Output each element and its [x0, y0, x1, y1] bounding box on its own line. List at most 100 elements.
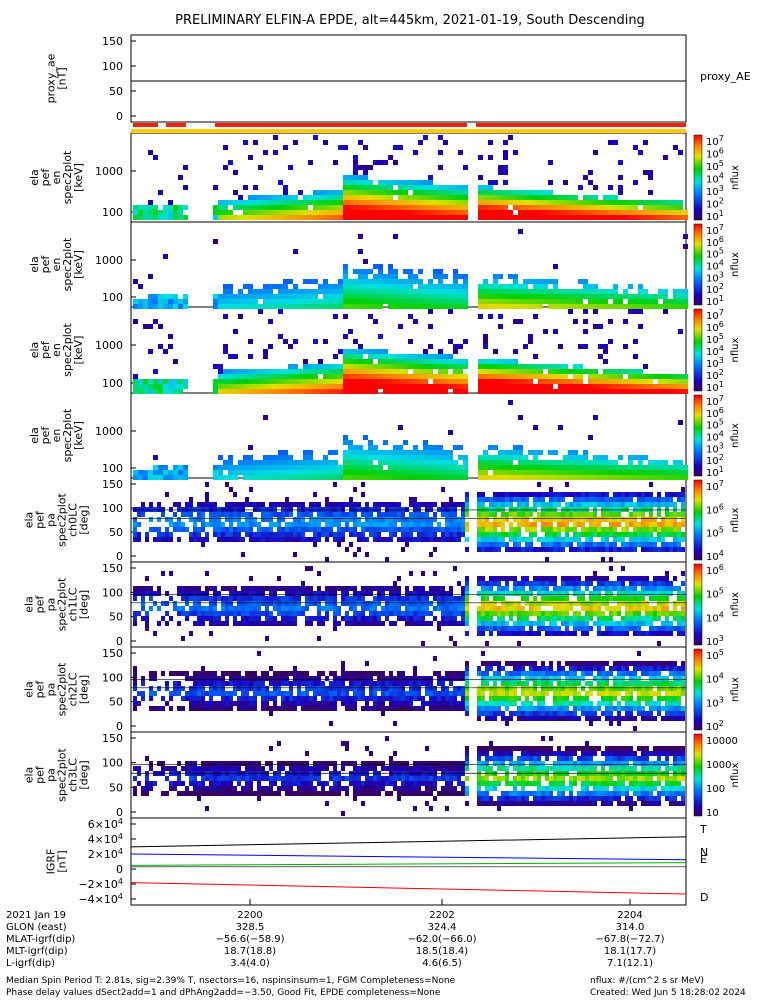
spectrogram-cell	[503, 460, 508, 465]
spectrogram-cell	[513, 284, 518, 289]
spectrogram-cell	[418, 455, 423, 460]
pa-cell	[645, 621, 649, 626]
spectrogram-cell	[573, 460, 578, 465]
spectrogram-cell	[218, 374, 223, 379]
pa-cell	[509, 611, 513, 616]
pa-cell	[621, 527, 625, 532]
pa-cell	[225, 611, 229, 616]
spectrogram-cell	[648, 200, 653, 205]
pa-cell	[213, 591, 217, 596]
pa-cell	[513, 517, 517, 522]
spectrogram-cell	[398, 279, 403, 284]
spectrogram-cell	[453, 210, 458, 215]
pa-cell	[169, 696, 173, 701]
spectrogram-cell	[448, 309, 453, 314]
pa-cell	[441, 621, 445, 626]
spectrogram-cell	[663, 205, 668, 210]
pa-cell	[217, 596, 221, 601]
spectrogram-cell	[408, 455, 413, 460]
pa-cell	[397, 596, 401, 601]
spectrogram-cell	[438, 389, 443, 394]
spectrogram-cell	[373, 190, 378, 195]
pa-cell	[653, 616, 657, 621]
spectrogram-cell	[383, 274, 388, 279]
pa-cell	[521, 626, 525, 631]
spectrogram-cell	[293, 210, 298, 215]
ylabel-text: ch0LC	[67, 503, 80, 537]
pa-cell	[405, 596, 409, 601]
pa-cell	[221, 671, 225, 676]
spectrogram-cell	[383, 460, 388, 465]
pa-cell	[281, 606, 285, 611]
pa-cell	[237, 681, 241, 686]
pa-cell	[149, 691, 153, 696]
pa-cell	[569, 547, 573, 552]
spectrogram-cell	[523, 379, 528, 384]
spectrogram-cell	[163, 470, 168, 475]
pa-cell	[597, 532, 601, 537]
pa-cell	[573, 626, 577, 631]
spectrogram-cell	[373, 369, 378, 374]
pa-cell	[597, 586, 601, 591]
pa-cell	[505, 621, 509, 626]
spectrogram-cell	[608, 140, 613, 145]
spectrogram-cell	[293, 205, 298, 210]
spectrogram-cell	[358, 299, 363, 304]
pa-cell	[185, 671, 189, 676]
spectrogram-cell	[578, 294, 583, 299]
spectrogram-cell	[308, 210, 313, 215]
spectrogram-cell	[648, 190, 653, 195]
spectrogram-cell	[493, 384, 498, 389]
spectrogram-cell	[348, 349, 353, 354]
pa-cell	[325, 517, 329, 522]
pa-cell	[561, 606, 565, 611]
spectrogram-cell	[548, 215, 553, 220]
pa-cell	[357, 591, 361, 596]
pa-cell	[565, 532, 569, 537]
spectrogram-cell	[423, 455, 428, 460]
spectrogram-cell	[483, 289, 488, 294]
spectrogram-cell	[438, 455, 443, 460]
spectrogram-cell	[373, 200, 378, 205]
pa-cell	[177, 522, 181, 527]
pa-cell	[629, 616, 633, 621]
spectrogram-cell	[428, 475, 433, 480]
spectrogram-cell	[228, 200, 233, 205]
pa-cell	[229, 591, 233, 596]
pa-cell	[141, 512, 145, 517]
spectrogram-cell	[598, 215, 603, 220]
pa-cell	[609, 616, 613, 621]
spectrogram-cell	[638, 299, 643, 304]
spectrogram-cell	[603, 294, 608, 299]
spectrogram-cell	[513, 294, 518, 299]
pa-cell	[617, 631, 621, 636]
spectrogram-cell	[498, 460, 503, 465]
pa-cell	[377, 591, 381, 596]
spectrogram-cell	[318, 384, 323, 389]
spectrogram-cell	[578, 344, 583, 349]
spectrogram-cell	[518, 200, 523, 205]
pa-cell	[525, 542, 529, 547]
pa-cell	[257, 616, 261, 621]
spectrogram-cell	[388, 200, 393, 205]
pa-cell	[445, 507, 449, 512]
pa-cell	[417, 522, 421, 527]
spectrogram-cell	[463, 289, 468, 294]
pa-cell	[509, 591, 513, 596]
pa-cell	[225, 532, 229, 537]
spectrogram-cell	[663, 289, 668, 294]
pa-cell	[481, 502, 485, 507]
spectrogram-cell	[178, 215, 183, 220]
spectrogram-cell	[413, 455, 418, 460]
spectrogram-cell	[353, 170, 358, 175]
spectrogram-cell	[223, 165, 228, 170]
pa-cell	[393, 606, 397, 611]
spectrogram-cell	[498, 324, 503, 329]
ytick-label: 0	[116, 110, 123, 123]
pa-cell	[249, 671, 253, 676]
spectrogram-cell	[343, 364, 348, 369]
spectrogram-cell	[423, 190, 428, 195]
pa-cell	[321, 507, 325, 512]
spectrogram-cell	[323, 455, 328, 460]
pa-cell	[485, 547, 489, 552]
